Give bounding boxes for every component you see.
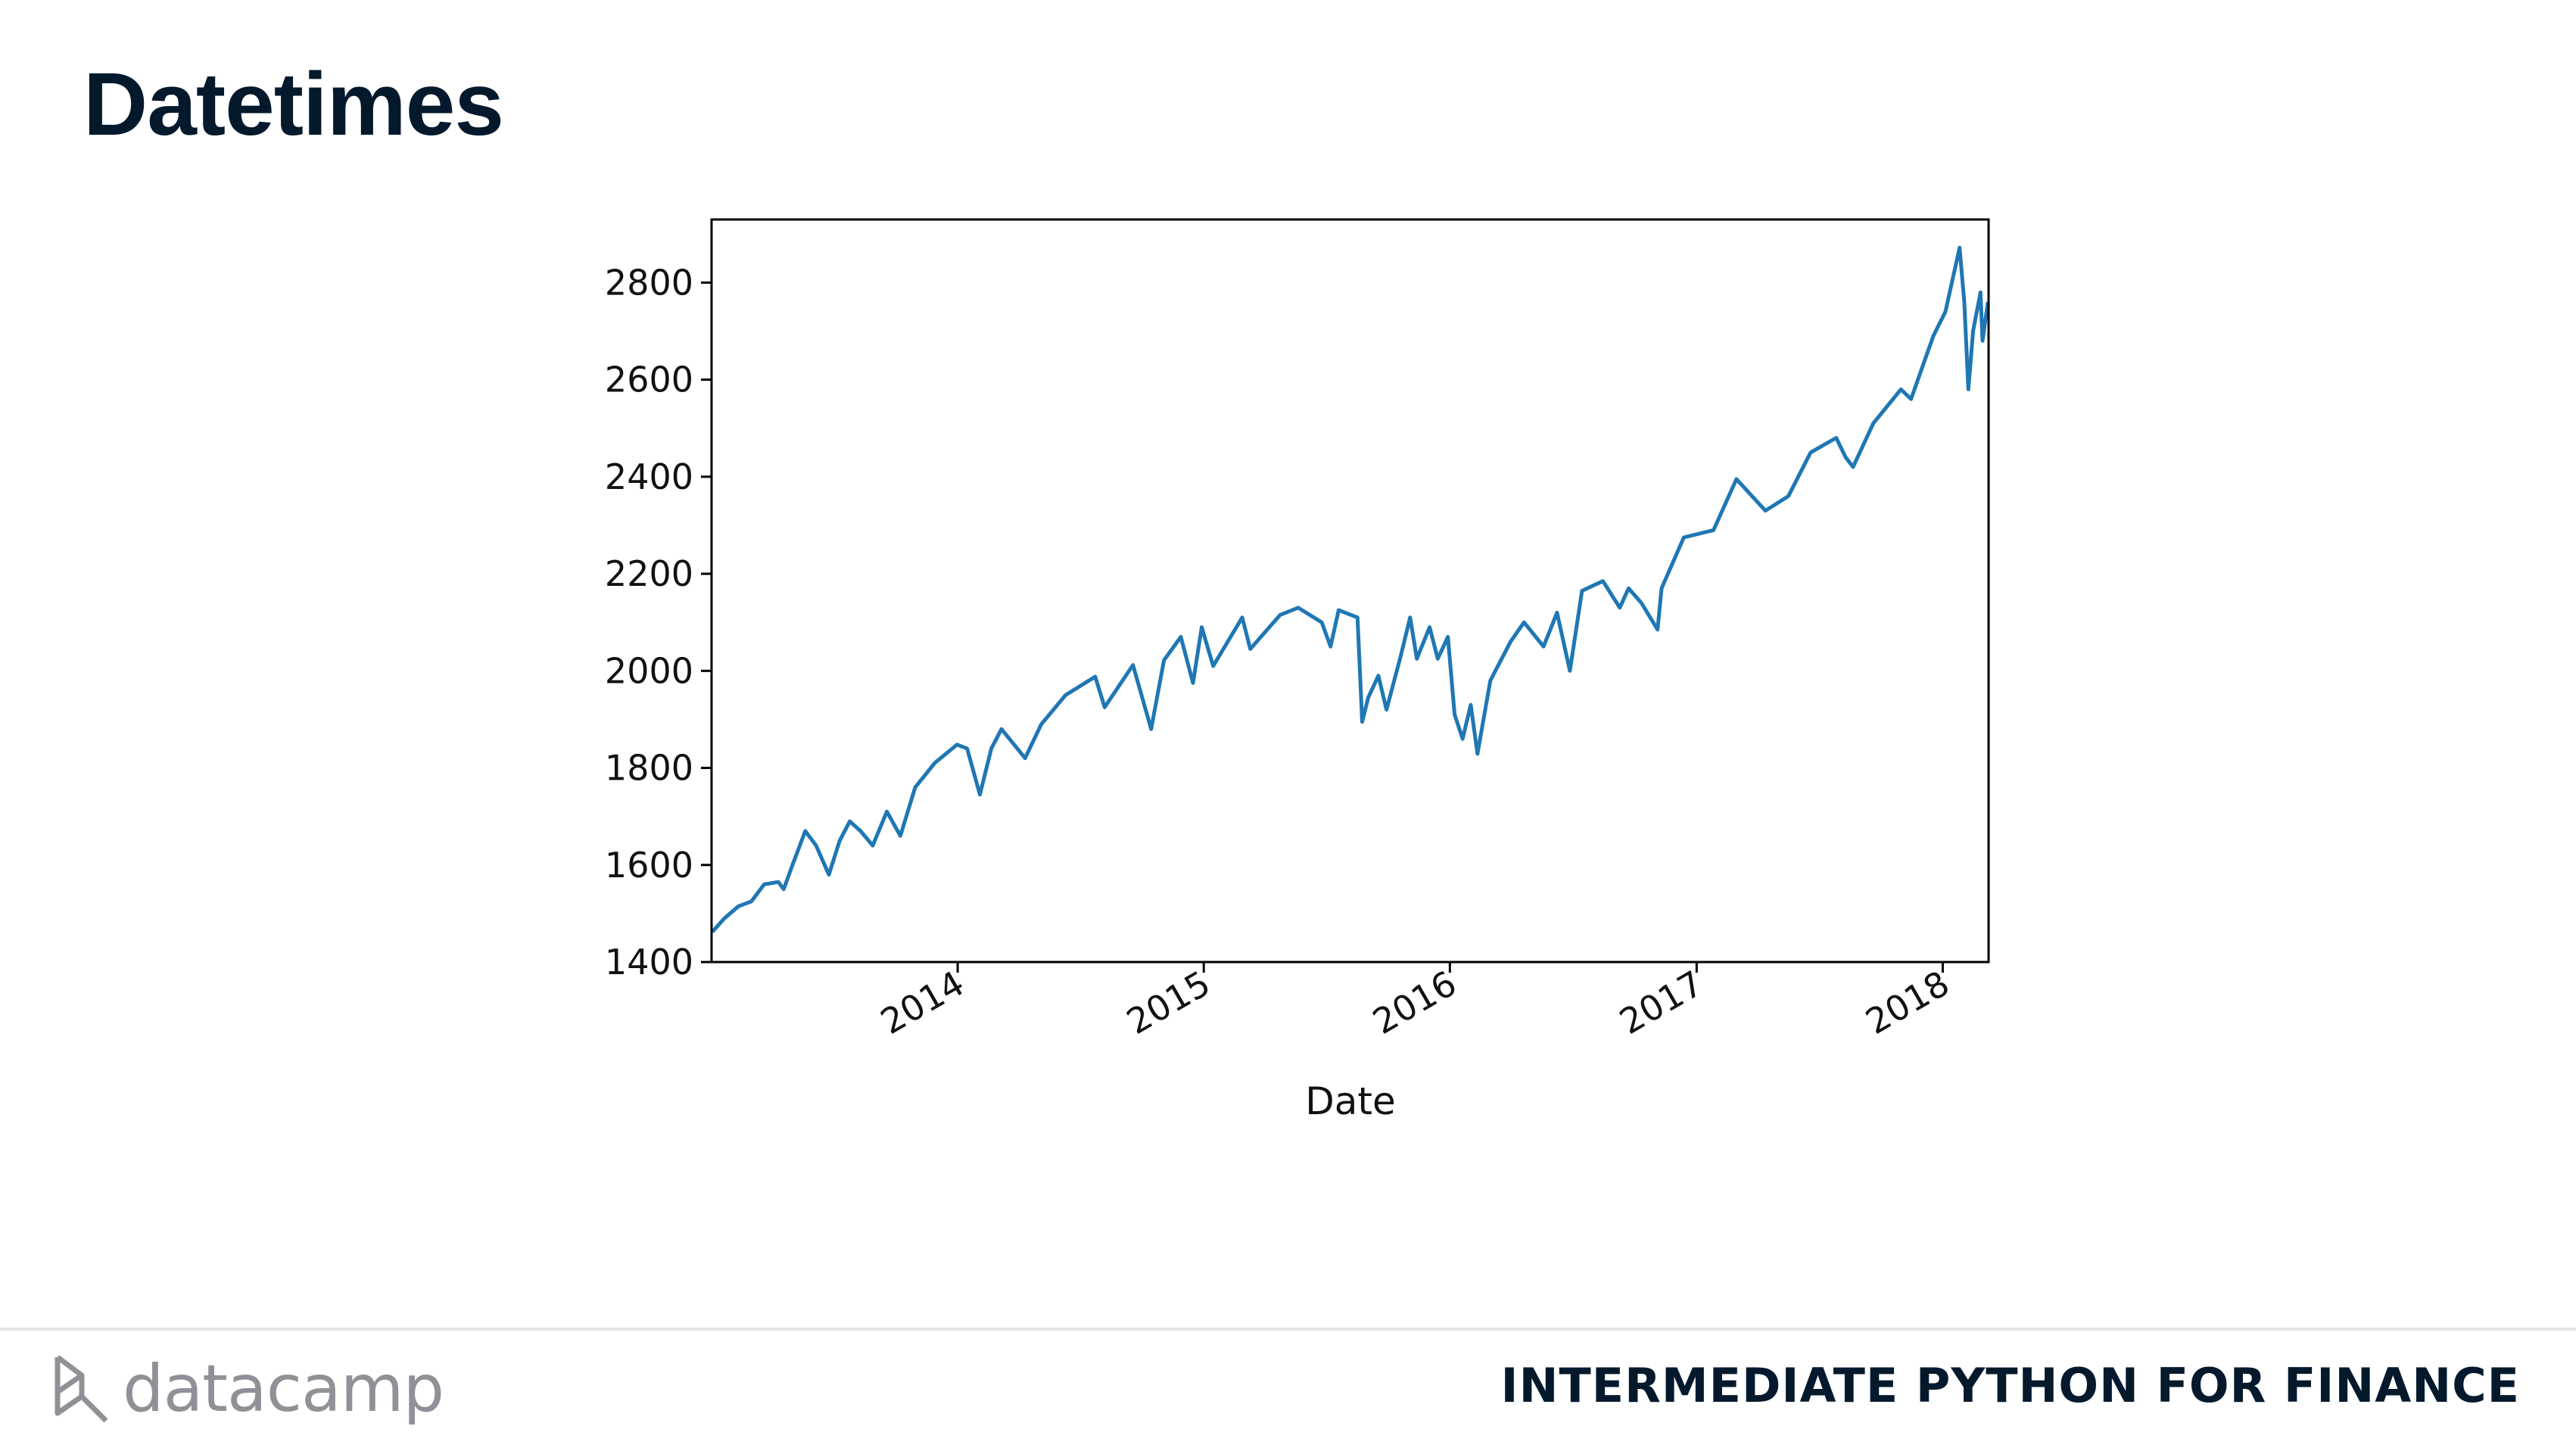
- y-tick-label: 2000: [605, 650, 693, 691]
- x-tick-label: 2016: [1366, 963, 1462, 1042]
- course-name: INTERMEDIATE PYTHON FOR FINANCE: [1500, 1358, 2520, 1413]
- datacamp-brand[interactable]: datacamp: [53, 1347, 444, 1431]
- y-tick-label: 2800: [605, 262, 693, 303]
- y-tick-label: 1400: [605, 942, 693, 982]
- brand-name: datacamp: [123, 1351, 444, 1427]
- slide-title: Datetimes: [83, 54, 504, 154]
- x-tick-label: 2017: [1612, 963, 1709, 1042]
- x-tick-label: 2018: [1859, 963, 1956, 1042]
- datacamp-logo-icon: [55, 1355, 108, 1423]
- y-tick-label: 1800: [605, 748, 693, 789]
- plot-frame: [710, 218, 1990, 964]
- y-tick-label: 2600: [605, 360, 693, 400]
- x-tick-label: 2015: [1120, 963, 1216, 1042]
- y-tick-label: 2400: [605, 456, 693, 497]
- footer-divider: [0, 1328, 2576, 1331]
- series-line-0: [712, 245, 1989, 933]
- x-axis-label: Date: [1305, 1079, 1396, 1123]
- x-tick-label: 2014: [874, 963, 970, 1042]
- y-tick-label: 2200: [605, 553, 693, 594]
- y-tick-label: 1600: [605, 845, 693, 886]
